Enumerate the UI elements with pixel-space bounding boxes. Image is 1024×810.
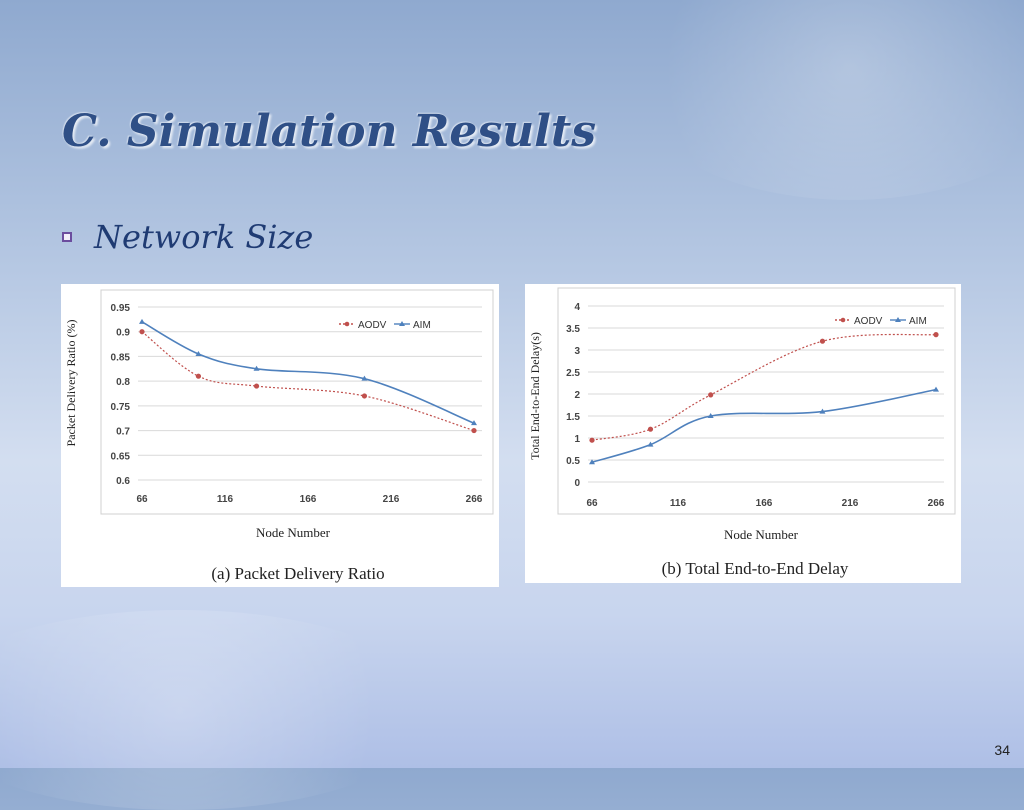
data-point-aodv (819, 338, 826, 344)
bullet-item: Network Size (62, 218, 313, 256)
chart-caption: (a) Packet Delivery Ratio (211, 564, 384, 583)
legend-label-aim: AIM (413, 320, 431, 331)
y-tick-label: 2.5 (566, 368, 580, 379)
series-line-aim (141, 321, 475, 424)
data-point-aim (253, 365, 260, 371)
data-point-aim (195, 350, 202, 356)
data-point-aodv (589, 437, 595, 443)
chart-caption: (b) Total End-to-End Delay (662, 559, 849, 578)
data-point-aim (589, 459, 595, 465)
slide-title: C. Simulation Results (62, 106, 596, 157)
x-axis-label: Node Number (256, 525, 331, 540)
page-number: 34 (994, 742, 1010, 758)
x-tick-label: 166 (300, 494, 317, 505)
y-tick-label: 0.65 (111, 451, 131, 462)
x-tick-label: 116 (217, 494, 234, 505)
legend-label-aim: AIM (909, 316, 927, 327)
legend-label-aodv: AODV (854, 316, 883, 327)
y-tick-label: 0.7 (116, 427, 130, 438)
x-tick-label: 216 (383, 494, 400, 505)
background-swirl (620, 0, 1024, 200)
background-swirl (0, 610, 440, 810)
y-tick-label: 4 (574, 302, 580, 313)
data-point-aim (361, 375, 368, 381)
x-axis-label: Node Number (724, 527, 799, 542)
y-tick-label: 0.6 (116, 476, 130, 487)
data-point-aodv (253, 383, 260, 389)
data-point-aodv (361, 393, 368, 399)
data-point-aodv (933, 332, 939, 338)
x-tick-label: 266 (466, 494, 483, 505)
legend-marker (344, 321, 350, 327)
y-tick-label: 3 (574, 346, 580, 357)
chart-panel-packet-delivery: 0.6 0.65 0.7 0.75 0.8 0.85 0.9 0.95 66 116 166 216 2… (61, 284, 499, 587)
data-point-aim (819, 408, 826, 414)
chart-packet-delivery-ratio: 0.6 0.65 0.7 0.75 0.8 0.85 0.9 0.95 66 116 166 216 2… (64, 289, 494, 583)
y-tick-label: 0.75 (111, 402, 131, 413)
plot-frame (557, 287, 956, 515)
y-tick-label: 1.5 (566, 412, 580, 423)
y-tick-label: 0.85 (111, 352, 131, 363)
legend-marker (895, 317, 901, 322)
data-point-aim (933, 386, 939, 392)
data-point-aodv (647, 426, 654, 432)
y-tick-label: 3.5 (566, 324, 580, 335)
series-line-aim (591, 388, 937, 463)
y-tick-label: 0.9 (116, 328, 130, 339)
data-point-aodv (195, 373, 202, 379)
x-tick-label: 66 (586, 498, 598, 509)
bullet-text: Network Size (94, 218, 314, 256)
data-point-aodv (708, 392, 714, 398)
y-tick-label: 0 (574, 478, 580, 489)
legend-label-aodv: AODV (358, 320, 387, 331)
x-tick-label: 116 (670, 498, 687, 509)
data-point-aim (139, 318, 145, 324)
data-point-aim (707, 413, 714, 418)
data-point-aim (647, 441, 654, 447)
y-axis-label: Packet Delivery Ratio (%) (64, 320, 78, 447)
chart-end-to-end-delay: 0 0.5 1 1.5 2 2.5 3 3.5 4 66 116 166 216 266 AODV AIM No… (528, 287, 956, 578)
x-tick-label: 66 (136, 494, 148, 505)
legend-marker (399, 321, 405, 326)
x-tick-label: 216 (842, 498, 859, 509)
chart-panel-end-to-end-delay: 0 0.5 1 1.5 2 2.5 3 3.5 4 66 116 166 216 266 AODV AIM No… (525, 284, 961, 583)
data-point-aodv (471, 427, 477, 434)
data-point-aim (471, 420, 477, 426)
bullet-square-icon (62, 232, 72, 242)
y-tick-label: 0.5 (566, 456, 580, 467)
y-tick-label: 1 (574, 434, 580, 445)
y-tick-label: 0.8 (116, 377, 130, 388)
y-tick-label: 0.95 (111, 303, 131, 314)
x-tick-label: 266 (928, 498, 945, 509)
y-tick-label: 2 (574, 390, 580, 401)
x-tick-label: 166 (756, 498, 773, 509)
legend-marker (840, 317, 846, 323)
data-point-aodv (139, 329, 145, 335)
y-axis-label: Total End-to-End Delay(s) (528, 332, 542, 460)
